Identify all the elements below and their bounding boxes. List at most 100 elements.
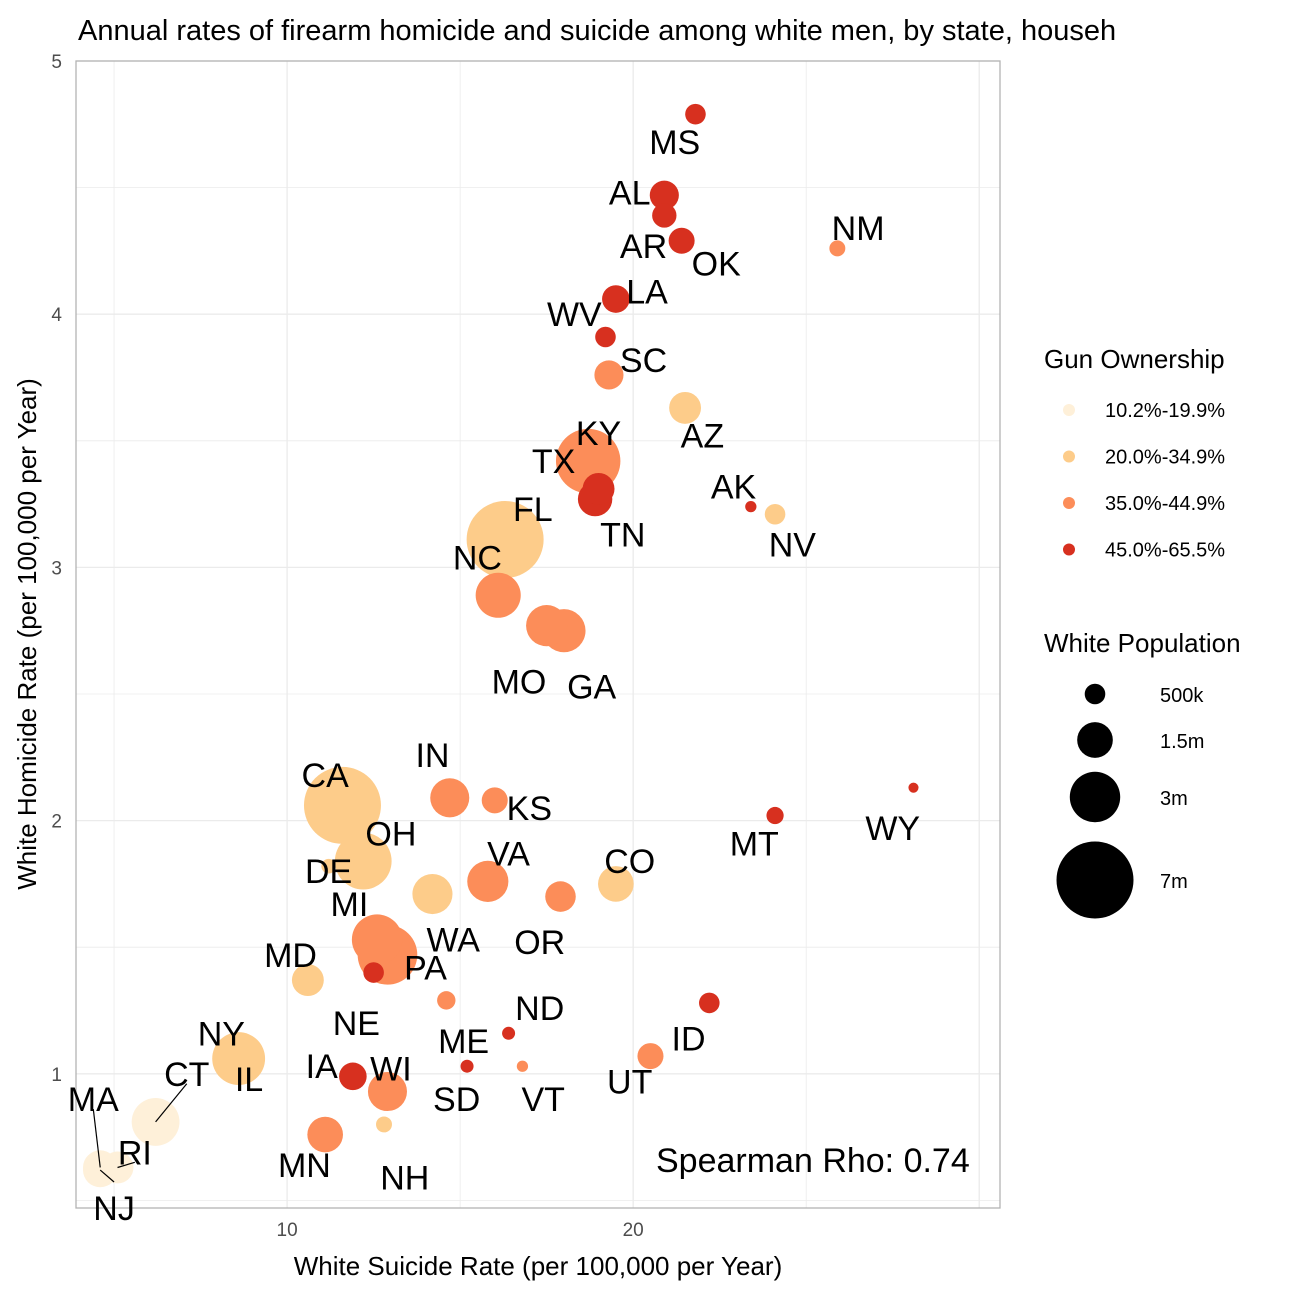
- point-va: [467, 860, 509, 902]
- label-sc: SC: [620, 342, 667, 380]
- label-wy: WY: [865, 810, 920, 848]
- point-de: [321, 858, 336, 874]
- leader-ct: [155, 1083, 188, 1123]
- label-pa: PA: [404, 949, 447, 987]
- point-nc: [475, 572, 521, 618]
- label-fl: FL: [513, 491, 553, 529]
- leader-nj: [99, 1169, 115, 1183]
- label-vt: VT: [521, 1081, 564, 1119]
- point-az: [669, 391, 702, 424]
- point-sc: [594, 360, 624, 390]
- legend-color-label: 20.0%-34.9%: [1105, 447, 1225, 469]
- point-sd: [460, 1059, 474, 1073]
- label-va: VA: [487, 836, 530, 874]
- label-az: AZ: [681, 418, 724, 456]
- point-co: [598, 866, 634, 902]
- label-in: IN: [415, 737, 449, 775]
- point-vt: [516, 1060, 529, 1072]
- label-ak: AK: [711, 468, 757, 506]
- label-or: OR: [514, 924, 565, 962]
- label-oh: OH: [365, 815, 416, 853]
- label-mt: MT: [730, 825, 779, 863]
- label-mi: MI: [331, 886, 369, 924]
- point-al: [649, 180, 679, 210]
- leader-ma: [92, 1109, 101, 1168]
- legend-size-label: 7m: [1160, 871, 1188, 893]
- label-la: LA: [626, 273, 668, 311]
- label-wa: WA: [426, 922, 480, 960]
- point-ia: [339, 1062, 367, 1091]
- point-nv: [764, 503, 786, 525]
- label-ky: KY: [576, 415, 621, 453]
- label-mo: MO: [492, 663, 547, 701]
- legend-size-label: 1.5m: [1160, 731, 1204, 753]
- label-me: ME: [438, 1023, 489, 1061]
- data-points: [83, 103, 919, 1188]
- point-ok: [668, 227, 695, 254]
- label-ri: RI: [118, 1134, 152, 1172]
- label-ct: CT: [164, 1056, 209, 1094]
- label-tn: TN: [600, 516, 645, 554]
- legend-color-label: 45.0%-65.5%: [1105, 540, 1225, 562]
- label-ks: KS: [507, 790, 552, 828]
- chart-title: Annual rates of firearm homicide and sui…: [78, 15, 1116, 47]
- point-mi: [351, 914, 403, 965]
- point-ms: [685, 103, 706, 125]
- label-mn: MN: [278, 1147, 331, 1185]
- label-leader-lines: [92, 1083, 188, 1183]
- point-or: [545, 881, 576, 912]
- point-la: [602, 285, 630, 313]
- y-tick-label: 3: [51, 558, 62, 579]
- gridlines: [76, 60, 1000, 1208]
- label-id: ID: [672, 1020, 706, 1058]
- y-tick-label: 5: [51, 52, 62, 73]
- label-nh: NH: [380, 1160, 429, 1198]
- plot-border: [75, 60, 1001, 1209]
- label-ia: IA: [306, 1048, 338, 1086]
- legend-size-swatch: [1084, 683, 1106, 705]
- label-md: MD: [264, 937, 317, 975]
- point-md: [291, 964, 324, 997]
- point-mt: [766, 806, 784, 825]
- label-nc: NC: [453, 539, 502, 577]
- label-ny: NY: [198, 1015, 245, 1053]
- label-wv: WV: [547, 296, 602, 334]
- label-ms: MS: [649, 124, 700, 162]
- point-nd: [502, 1026, 516, 1040]
- point-il: [220, 1045, 258, 1083]
- y-tick-label: 2: [51, 812, 62, 833]
- y-axis-label: White Homicide Rate (per 100,000 per Yea…: [12, 378, 42, 890]
- axis-ticks: 10 20 1 2 3 4 5: [51, 52, 643, 1241]
- legend-size-title: White Population: [1044, 628, 1241, 658]
- point-nh: [376, 1116, 392, 1133]
- point-wv: [595, 326, 616, 348]
- legend-color-title: Gun Ownership: [1044, 344, 1225, 374]
- label-ma: MA: [68, 1081, 119, 1119]
- label-tx: TX: [532, 443, 575, 481]
- legend-size-items: 500k 1.5m 3m 7m: [1056, 683, 1204, 919]
- label-co: CO: [604, 843, 655, 881]
- point-id: [699, 992, 720, 1014]
- label-de: DE: [305, 853, 352, 891]
- legend-color-swatch: [1063, 543, 1075, 556]
- point-ky: [582, 472, 615, 505]
- legend-size-swatch: [1077, 722, 1113, 758]
- label-ar: AR: [620, 228, 667, 266]
- point-ne: [363, 962, 384, 983]
- legend-color-items: 10.2%-19.9% 20.0%-34.9% 35.0%-44.9% 45.0%-6…: [1063, 400, 1225, 562]
- label-nj: NJ: [93, 1190, 135, 1228]
- legend-size-swatch: [1056, 841, 1134, 919]
- y-tick-label: 4: [51, 305, 62, 326]
- point-ar: [652, 203, 677, 228]
- label-ne: NE: [333, 1005, 380, 1043]
- legend-color-swatch: [1063, 450, 1075, 463]
- label-nv: NV: [769, 527, 817, 565]
- point-ca: [303, 766, 381, 844]
- legend: Gun Ownership 10.2%-19.9% 20.0%-34.9% 35.0…: [1044, 344, 1241, 919]
- legend-color-label: 10.2%-19.9%: [1105, 400, 1225, 422]
- legend-size-label: 500k: [1160, 685, 1204, 707]
- leader-ri: [117, 1161, 136, 1169]
- x-axis-label: White Suicide Rate (per 100,000 per Year…: [294, 1251, 783, 1281]
